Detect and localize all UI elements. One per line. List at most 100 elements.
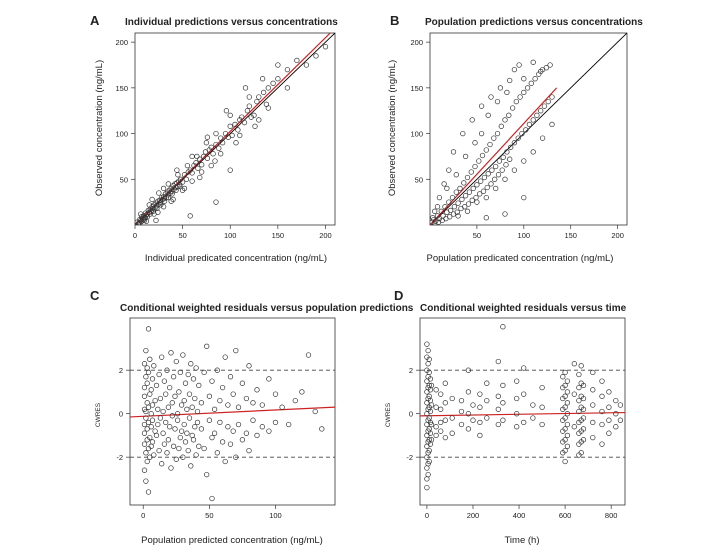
data-point	[145, 404, 152, 410]
data-point	[194, 153, 200, 160]
data-point	[299, 389, 305, 395]
data-point	[454, 209, 460, 215]
panel-letter: C	[90, 288, 100, 303]
data-point	[430, 215, 436, 221]
data-point	[500, 400, 506, 406]
data-point	[163, 419, 169, 426]
data-point	[173, 456, 179, 462]
data-point	[177, 183, 183, 190]
data-point	[562, 437, 568, 443]
data-point	[458, 421, 465, 428]
data-point	[237, 117, 243, 123]
x-tick-label: 200	[467, 511, 480, 520]
data-point	[143, 374, 149, 380]
data-point	[219, 140, 226, 146]
data-point	[590, 387, 596, 393]
data-point	[564, 389, 571, 395]
data-point	[426, 458, 432, 465]
x-tick-label: 50	[205, 511, 213, 520]
y-tick-label: 100	[115, 130, 128, 139]
panel-c: C Conditional weighted residuals versus p…	[90, 288, 414, 546]
data-point	[184, 430, 190, 436]
x-tick-label: 0	[141, 511, 145, 520]
data-point	[230, 391, 236, 397]
data-point	[480, 188, 487, 194]
data-point	[177, 434, 183, 441]
data-point	[590, 402, 596, 408]
data-point	[457, 185, 463, 192]
data-point	[181, 185, 188, 192]
data-point	[203, 140, 210, 146]
data-point	[447, 214, 453, 220]
data-point	[189, 153, 195, 160]
data-point	[523, 127, 529, 133]
data-point	[222, 354, 228, 360]
data-point	[526, 121, 533, 128]
data-point	[513, 98, 519, 105]
data-point	[432, 208, 438, 214]
x-axis-title: Individual predicated concentration (ng/…	[145, 253, 327, 264]
data-point	[256, 94, 262, 100]
data-point	[189, 178, 195, 184]
data-point	[562, 404, 568, 410]
plot-frame	[129, 317, 336, 506]
data-point	[426, 447, 432, 454]
data-point	[178, 176, 184, 182]
data-point	[214, 450, 220, 456]
data-point	[455, 213, 461, 219]
data-point	[447, 207, 454, 214]
data-point	[235, 421, 242, 428]
data-point	[197, 156, 203, 162]
data-point	[169, 191, 175, 197]
data-point	[564, 443, 571, 449]
data-point	[141, 430, 148, 436]
data-point	[204, 343, 210, 349]
data-point	[590, 434, 596, 441]
data-point	[606, 389, 612, 395]
data-point	[564, 421, 571, 428]
data-point	[213, 199, 219, 205]
data-point	[313, 53, 319, 59]
data-point	[500, 324, 506, 330]
data-point	[144, 458, 150, 465]
data-point	[248, 114, 254, 120]
data-point	[222, 130, 229, 137]
data-point	[428, 421, 435, 428]
data-point	[275, 76, 281, 82]
data-point	[446, 199, 452, 205]
data-point	[504, 149, 510, 155]
y-tick-label: 0	[409, 410, 413, 419]
data-point	[495, 172, 502, 178]
data-point	[139, 218, 145, 224]
data-point	[219, 439, 226, 445]
data-point	[141, 441, 148, 447]
data-point	[185, 169, 191, 175]
data-point	[141, 361, 148, 367]
data-point	[433, 432, 439, 439]
data-point	[464, 208, 471, 214]
data-point	[472, 140, 478, 146]
data-point	[433, 424, 439, 430]
data-point	[578, 363, 584, 369]
data-point	[477, 404, 483, 410]
data-point	[213, 130, 219, 137]
data-point	[145, 326, 152, 332]
data-points	[141, 326, 325, 502]
data-point	[511, 167, 518, 173]
data-point	[500, 382, 506, 389]
data-point	[172, 426, 178, 432]
y-axis: 50 100 150 200	[410, 38, 430, 184]
data-point	[241, 119, 248, 126]
x-tick-label: 0	[425, 511, 429, 520]
reference-lines	[430, 33, 627, 225]
data-point	[580, 406, 587, 412]
y-axis-title: CWRES	[385, 402, 392, 427]
x-axis: 0 50 100 150 200	[133, 225, 332, 240]
data-point	[138, 217, 144, 224]
data-point	[266, 376, 272, 382]
data-point	[180, 352, 186, 358]
data-point	[564, 378, 571, 384]
data-point	[493, 185, 499, 192]
panel-letter: A	[90, 13, 100, 28]
